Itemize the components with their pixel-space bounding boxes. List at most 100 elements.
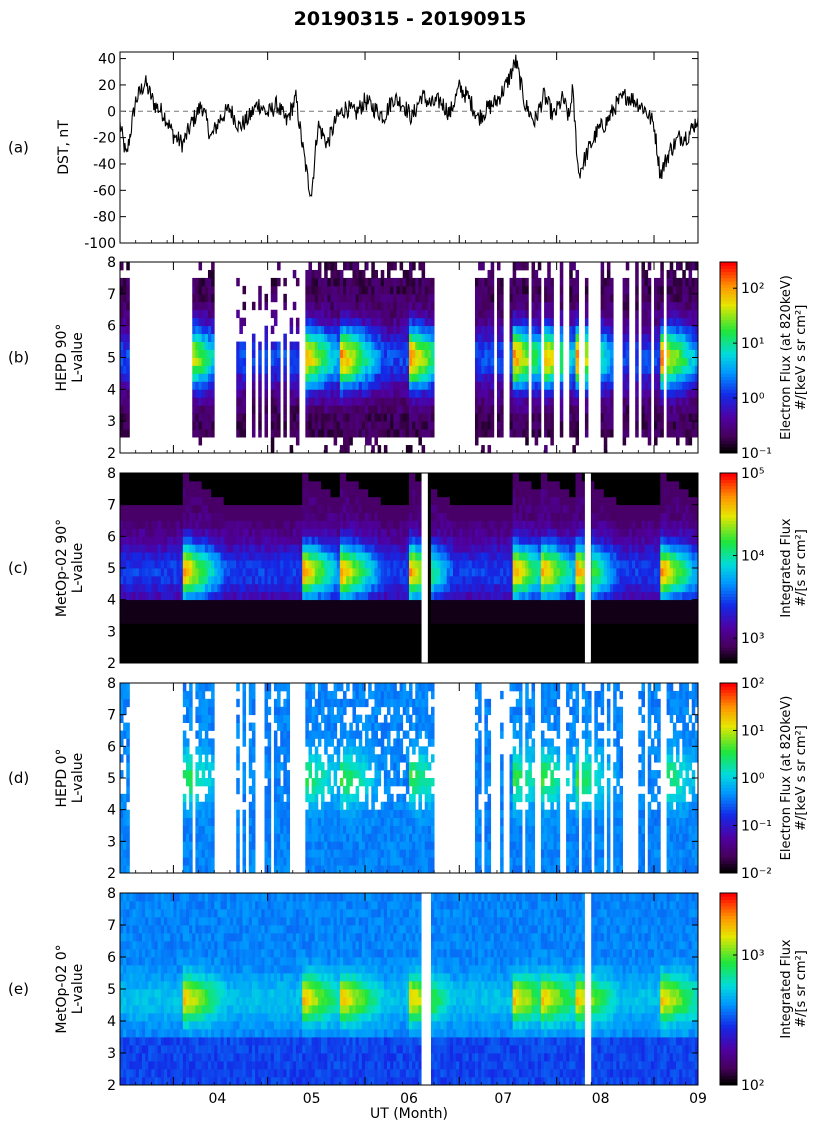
- heatmap-cell: [330, 639, 335, 648]
- heatmap-cell: [167, 568, 171, 577]
- heatmap-cell: [474, 413, 479, 422]
- heatmap-cell: [223, 536, 228, 545]
- heatmap-cell: [157, 520, 162, 529]
- heatmap-cell: [368, 536, 372, 545]
- heatmap-cell: [236, 397, 240, 406]
- heatmap-cell: [123, 365, 127, 374]
- heatmap-cell: [383, 512, 388, 521]
- heatmap-cell: [654, 365, 658, 374]
- heatmap-cell: [343, 341, 347, 350]
- heatmap-cell: [625, 429, 630, 438]
- heatmap-cell: [371, 536, 375, 545]
- heatmap-cell: [518, 325, 523, 335]
- heatmap-cell: [126, 623, 130, 632]
- heatmap-cell: [380, 488, 385, 498]
- heatmap-cell: [258, 639, 262, 648]
- heatmap-cell: [434, 496, 438, 506]
- heatmap-cell: [666, 397, 671, 406]
- heatmap-cell: [377, 421, 382, 430]
- heatmap-cell: [261, 583, 265, 593]
- heatmap-cell: [280, 639, 284, 648]
- heatmap-cell: [182, 575, 187, 585]
- heatmap-cell: [654, 357, 658, 366]
- heatmap-cell: [327, 480, 331, 490]
- heatmap-cell: [333, 333, 338, 342]
- heatmap-cell: [405, 269, 410, 279]
- heatmap-cell: [273, 480, 278, 490]
- heatmap-cell: [145, 583, 149, 593]
- heatmap-cell: [544, 413, 548, 422]
- heatmap-cell: [474, 365, 479, 374]
- heatmap-cell: [547, 262, 551, 271]
- heatmap-cell: [383, 496, 388, 506]
- heatmap-cell: [409, 277, 413, 287]
- heatmap-cell: [559, 421, 564, 430]
- heatmap-cell: [343, 544, 347, 553]
- heatmap-cell: [182, 552, 187, 561]
- heatmap-cell: [123, 623, 127, 632]
- heatmap-cell: [679, 301, 683, 311]
- heatmap-cell: [575, 381, 580, 390]
- heatmap-cell: [123, 389, 127, 398]
- heatmap-cell: [374, 309, 378, 319]
- heatmap-cell: [339, 381, 344, 390]
- heatmap-cell: [669, 333, 674, 342]
- heatmap-cell: [192, 639, 196, 648]
- heatmap-cell: [173, 536, 177, 545]
- heatmap-cell: [635, 277, 639, 287]
- heatmap-cell: [478, 285, 482, 295]
- heatmap-cell: [443, 528, 448, 537]
- heatmap-cell: [251, 575, 256, 585]
- heatmap-cell: [277, 639, 281, 648]
- heatmap-cell: [635, 421, 639, 430]
- heatmap-cell: [192, 544, 196, 553]
- heatmap-cell: [248, 575, 253, 585]
- heatmap-cell: [314, 293, 319, 303]
- heatmap-cell: [434, 639, 438, 648]
- heatmap-cell: [283, 575, 287, 585]
- heatmap-cell: [135, 520, 140, 529]
- heatmap-cell: [251, 488, 256, 498]
- heatmap-cell: [387, 552, 391, 561]
- heatmap-cell: [258, 552, 262, 561]
- heatmap-cell: [412, 631, 416, 640]
- heatmap-cell: [405, 639, 410, 648]
- heatmap-cell: [393, 277, 397, 287]
- heatmap-cell: [327, 639, 331, 648]
- heatmap-cell: [295, 397, 300, 406]
- colorbar-swatch: [720, 277, 737, 282]
- heatmap-cell: [277, 520, 281, 529]
- heatmap-cell: [198, 655, 203, 664]
- heatmap-cell: [198, 365, 203, 374]
- heatmap-cell: [160, 488, 165, 498]
- heatmap-cell: [641, 309, 645, 319]
- heatmap-cell: [270, 277, 275, 287]
- heatmap-cell: [264, 599, 269, 608]
- heatmap-cell: [374, 528, 378, 537]
- heatmap-cell: [358, 421, 363, 430]
- heatmap-cell: [295, 655, 300, 664]
- heatmap-cell: [201, 599, 206, 608]
- heatmap-cell: [387, 333, 391, 342]
- heatmap-cell: [396, 560, 400, 569]
- heatmap-cell: [522, 301, 526, 311]
- heatmap-cell: [167, 615, 171, 624]
- heatmap-cell: [569, 405, 573, 414]
- heatmap-cell: [295, 389, 300, 398]
- heatmap-cell: [430, 325, 435, 335]
- heatmap-cell: [512, 333, 517, 342]
- heatmap-cell: [346, 480, 350, 490]
- heatmap-cell: [424, 357, 429, 366]
- heatmap-cell: [440, 639, 444, 648]
- heatmap-cell: [330, 647, 335, 656]
- heatmap-cell: [396, 536, 400, 545]
- heatmap-cell: [204, 599, 209, 608]
- heatmap-cell: [682, 349, 686, 358]
- heatmap-cell: [635, 405, 639, 414]
- colorbar-swatch: [720, 357, 737, 362]
- heatmap-cell: [537, 317, 542, 327]
- heatmap-cell: [283, 544, 287, 553]
- heatmap-cell: [330, 325, 335, 335]
- heatmap-cell: [311, 583, 316, 593]
- heatmap-cell: [349, 285, 353, 295]
